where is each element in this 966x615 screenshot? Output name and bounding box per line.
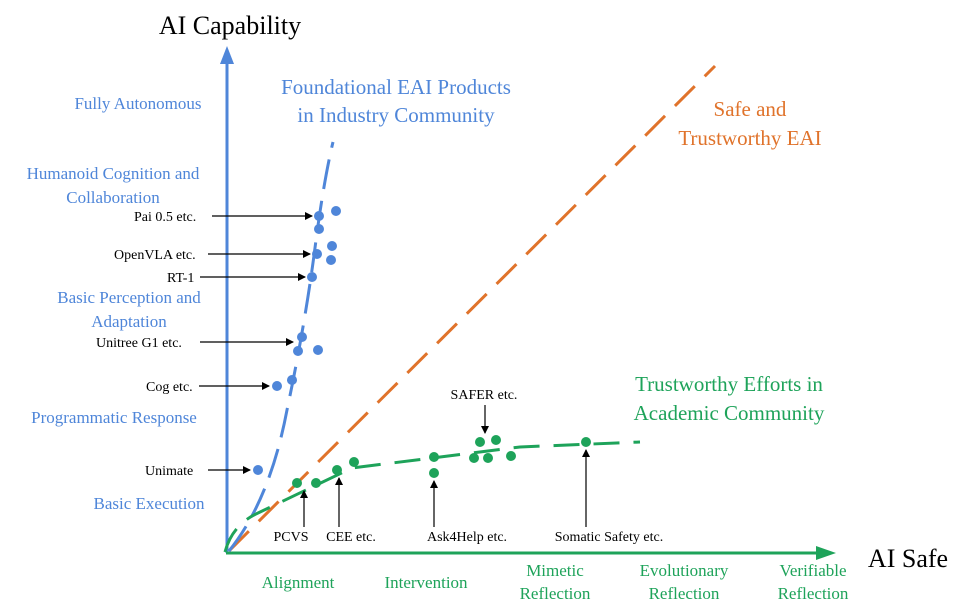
dot-pai: [314, 211, 324, 221]
label-pai: Pai 0.5 etc.: [134, 210, 196, 225]
dot-openvla: [312, 249, 322, 259]
label-cee: CEE etc.: [326, 530, 376, 545]
safe-level-mimetic-line2: Reflection: [520, 584, 591, 603]
label-openvla: OpenVLA etc.: [114, 248, 196, 263]
ideal-title-line2: Trustworthy EAI: [678, 126, 821, 150]
dot-safer: [475, 437, 485, 447]
safe-level-verifiable-line2: Reflection: [778, 584, 849, 603]
dot-pai: [314, 224, 324, 234]
dot-pcvs: [292, 478, 302, 488]
label-unitree: Unitree G1 etc.: [96, 336, 182, 351]
label-somatic-safety: Somatic Safety etc.: [555, 530, 663, 545]
cap-level-fully-autonomous: Fully Autonomous: [74, 94, 201, 113]
label-rt1: RT-1: [167, 271, 194, 286]
dot-pai: [331, 206, 341, 216]
ideal-title-line1: Safe and: [714, 97, 787, 121]
safe-level-verifiable-line1: Verifiable: [779, 561, 846, 580]
cap-level-perception-line2: Adaptation: [91, 312, 167, 331]
safe-level-alignment: Alignment: [262, 573, 335, 592]
dot-unitree: [297, 332, 307, 342]
dot-cee: [332, 465, 342, 475]
label-unimate: Unimate: [145, 464, 193, 479]
dot-openvla: [327, 241, 337, 251]
safe-level-evolutionary-line1: Evolutionary: [640, 561, 729, 580]
dot-unimate: [253, 465, 263, 475]
cap-level-programmatic: Programmatic Response: [31, 408, 197, 427]
label-pcvs: PCVS: [273, 530, 308, 545]
dot-safer: [469, 453, 479, 463]
label-ask4help: Ask4Help etc.: [427, 530, 507, 545]
academic-title-line1: Trustworthy Efforts in: [635, 372, 823, 396]
y-axis-arrowhead: [220, 46, 234, 64]
safe-level-intervention: Intervention: [384, 573, 468, 592]
industry-dots: [253, 206, 341, 475]
label-cog: Cog etc.: [146, 380, 193, 395]
dot-openvla: [326, 255, 336, 265]
dot-cog: [272, 381, 282, 391]
cap-level-humanoid-line2: Collaboration: [66, 188, 160, 207]
x-axis-title: AI Safe: [868, 544, 948, 573]
dot-cee: [349, 457, 359, 467]
dot-cog: [287, 375, 297, 385]
academic-title-line2: Academic Community: [634, 401, 825, 425]
safe-level-mimetic-line1: Mimetic: [526, 561, 584, 580]
label-safer: SAFER etc.: [451, 388, 518, 403]
dot-ask4help: [429, 452, 439, 462]
dot-safer: [491, 435, 501, 445]
x-axis-arrowhead: [816, 546, 836, 560]
ideal-trend-line: [227, 64, 717, 553]
dot-safer: [483, 453, 493, 463]
industry-title-line1: Foundational EAI Products: [281, 75, 511, 99]
cap-level-basic-execution: Basic Execution: [94, 494, 205, 513]
dot-somatic: [581, 437, 591, 447]
industry-title-line2: in Industry Community: [297, 103, 495, 127]
safe-level-evolutionary-line2: Reflection: [649, 584, 720, 603]
cap-level-perception-line1: Basic Perception and: [57, 288, 201, 307]
y-axis-title: AI Capability: [159, 11, 301, 40]
dot-unitree: [293, 346, 303, 356]
academic-dots: [292, 435, 591, 488]
dot-unitree: [313, 345, 323, 355]
dot-safer: [506, 451, 516, 461]
academic-trend-curve: [223, 440, 641, 553]
dot-rt1: [307, 272, 317, 282]
dot-pcvs: [311, 478, 321, 488]
dot-ask4help: [429, 468, 439, 478]
cap-level-humanoid-line1: Humanoid Cognition and: [27, 164, 200, 183]
